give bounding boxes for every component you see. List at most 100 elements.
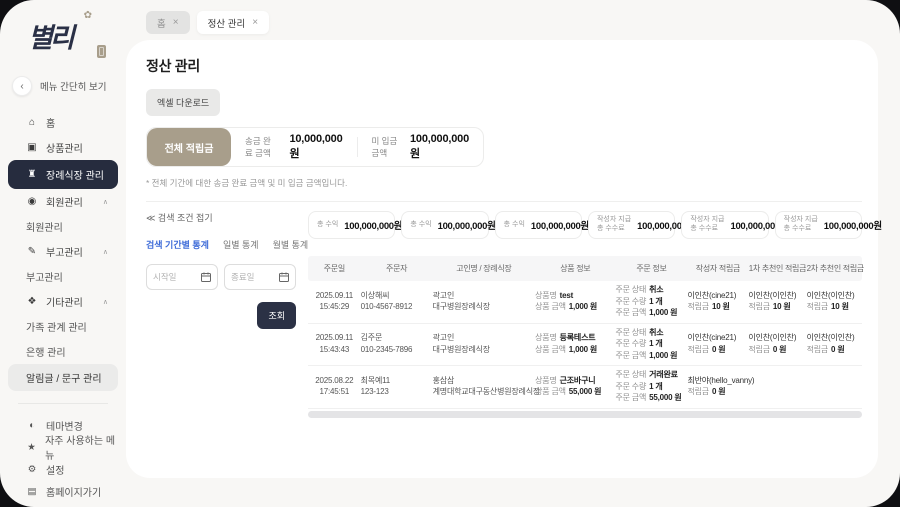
cell-ref2-point: 이인찬(이인찬) 적립금 0 원 bbox=[807, 328, 862, 362]
hall-name: 대구병원장례식장 bbox=[432, 344, 490, 354]
stat-value: 100,000,000원 bbox=[530, 221, 589, 232]
sidebar-group-members[interactable]: ◉ 회원관리 ∧ bbox=[8, 189, 118, 214]
sidebar-item-member-management[interactable]: 회원관리 bbox=[8, 214, 118, 239]
end-date-field[interactable] bbox=[224, 264, 296, 290]
cell-orderer: 김주문 010-2345-7896 bbox=[361, 328, 433, 362]
end-date-input[interactable] bbox=[231, 272, 276, 282]
product-name: 등록테스트 bbox=[559, 333, 596, 343]
point-value: 0 원 bbox=[711, 387, 726, 397]
sidebar-item-family-relations[interactable]: 가족 관계 관리 bbox=[8, 314, 118, 339]
unpaid-item: 미 입금 금액 100,000,000원 bbox=[358, 133, 484, 161]
tab-label: 홈 bbox=[157, 18, 166, 30]
go-homepage-button[interactable]: ▤ 홈페이지가기 bbox=[8, 480, 118, 502]
writer-fee-box: 작성자 지급 총 수수료 100,000,000원 bbox=[587, 211, 695, 239]
total-deposit-tab[interactable]: 전체 적립금 bbox=[147, 128, 231, 166]
product-amount-label: 상품 금액 bbox=[535, 387, 566, 397]
logout-button[interactable]: ↪ 로그아웃 bbox=[8, 502, 118, 507]
logo: ✿ 별리 bbox=[28, 10, 108, 60]
product-label: 상품명 bbox=[535, 333, 557, 343]
calendar-icon bbox=[279, 272, 289, 282]
order-time: 15:43:43 bbox=[319, 344, 350, 354]
table-row[interactable]: 2025.08.22 17:45:51 최목예11 123-123 홍삼삼 계명… bbox=[308, 366, 862, 409]
cell-product: 상품명 test 상품 금액 1,000 원 bbox=[535, 285, 615, 319]
cell-order-date: 2025.09.11 15:45:29 bbox=[308, 285, 361, 319]
point-value: 0 원 bbox=[831, 344, 845, 354]
sidebar-item-label: 홈 bbox=[46, 119, 56, 130]
favorite-menus[interactable]: ★ 자주 사용하는 메뉴 bbox=[8, 436, 118, 462]
sidebar-item-products[interactable]: ▣ 상품관리 bbox=[8, 135, 118, 160]
cell-orderer: 이상해씨 010-4567-8912 bbox=[361, 285, 433, 319]
horizontal-scrollbar[interactable] bbox=[308, 410, 862, 418]
theme-toggle[interactable]: ◐ 테마변경 bbox=[8, 414, 118, 436]
sidebar-item-home[interactable]: ⌂ 홈 bbox=[8, 110, 118, 135]
col-orderer: 주문자 bbox=[386, 264, 408, 273]
stats-row: 총 수익 100,000,000원 총 수익 100,000,000원 총 수익… bbox=[308, 211, 882, 239]
stat-value: 100,000,000원 bbox=[823, 221, 882, 232]
collapse-sidebar-label: 메뉴 간단히 보기 bbox=[40, 82, 107, 93]
order-amount-label: 주문 금액 bbox=[615, 393, 647, 402]
table-row[interactable]: 2025.09.11 15:45:29 이상해씨 010-4567-8912 곽… bbox=[308, 281, 862, 324]
order-amount-label: 주문 금액 bbox=[615, 350, 647, 360]
tab-period-stats[interactable]: 검색 기간별 통계 bbox=[146, 240, 209, 250]
sidebar-item-bank-management[interactable]: 은행 관리 bbox=[8, 339, 118, 364]
order-amount-label: 주문 금액 bbox=[615, 308, 647, 317]
col-ref1-point: 1차 추천인 적립금 bbox=[748, 264, 807, 273]
ref2-name: 이인찬(이인찬) bbox=[806, 290, 855, 300]
unpaid-label: 미 입금 금액 bbox=[371, 136, 398, 158]
excel-download-button[interactable]: 엑셀 다운로드 bbox=[146, 89, 221, 116]
point-label: 적립금 bbox=[806, 344, 829, 354]
sidebar-footer: ◐ 테마변경 ★ 자주 사용하는 메뉴 ⚙ 설정 ▤ 홈페이지가기 ↪ 로그아웃 bbox=[0, 414, 126, 507]
order-qty-label: 주문 수량 bbox=[615, 339, 647, 348]
close-icon[interactable]: × bbox=[252, 17, 259, 28]
cell-writer-point: 이인찬(cine21) 적립금 10 원 bbox=[687, 285, 748, 319]
order-date: 2025.08.22 bbox=[315, 375, 354, 385]
start-date-input[interactable] bbox=[153, 272, 198, 282]
home-icon: ⌂ bbox=[28, 117, 36, 128]
point-label: 적립금 bbox=[687, 302, 709, 312]
writer-name: 이인찬(cine21) bbox=[687, 290, 737, 300]
sidebar-group-obituary[interactable]: ✎ 부고관리 ∧ bbox=[8, 239, 118, 264]
order-amount: 1,000 원 bbox=[649, 308, 678, 317]
collapse-sidebar-button[interactable]: ‹ bbox=[12, 76, 32, 96]
logo-text: 별리 bbox=[28, 23, 75, 54]
cell-deceased: 곽고인 대구병원장례식장 bbox=[433, 285, 535, 319]
sidebar-group-etc[interactable]: ❖ 기타관리 ∧ bbox=[8, 289, 118, 314]
search-submit-button[interactable]: 조회 bbox=[257, 302, 296, 329]
etc-icon: ❖ bbox=[27, 296, 37, 307]
sidebar-item-obituary-management[interactable]: 부고관리 bbox=[8, 264, 118, 289]
members-icon: ◉ bbox=[27, 196, 37, 207]
order-date: 2025.09.11 bbox=[315, 333, 354, 343]
col-order-date: 주문일 bbox=[323, 264, 345, 273]
sidebar-item-funeral-halls[interactable]: ♜ 장례식장 관리 bbox=[8, 160, 118, 189]
writer-fee-box: 작성자 지급 총 수수료 100,000,000원 bbox=[681, 211, 789, 239]
total-revenue-box: 총 수익 100,000,000원 bbox=[308, 211, 403, 239]
cell-ref1-point: 이인찬(이인찬) 적립금 0 원 bbox=[748, 328, 806, 362]
stat-label: 총 수익 bbox=[503, 220, 525, 228]
settlement-table: 주문일 주문자 고인명 / 장례식장 상품 정보 주문 정보 작성자 적립금 1… bbox=[308, 256, 864, 418]
sidebar-item-notice-text-management[interactable]: 알림글 / 문구 관리 bbox=[8, 364, 118, 391]
order-date: 2025.09.11 bbox=[315, 290, 354, 300]
sidebar-item-label: 기타관리 bbox=[46, 298, 83, 309]
settings-button[interactable]: ⚙ 설정 bbox=[8, 458, 118, 480]
point-value: 0 원 bbox=[772, 344, 787, 354]
transfer-complete-label: 송금 완료 금액 bbox=[245, 136, 271, 158]
table-row[interactable]: 2025.09.11 15:43:43 김주문 010-2345-7896 곽고… bbox=[308, 324, 862, 366]
start-date-field[interactable] bbox=[146, 264, 218, 290]
tab-settlement[interactable]: 정산 관리 × bbox=[196, 11, 270, 34]
cell-writer-point: 최반야(hello_vanny) 적립금 0 원 bbox=[687, 370, 754, 404]
transfer-complete-value: 10,000,000원 bbox=[289, 133, 343, 160]
orderer-phone: 123-123 bbox=[360, 387, 389, 397]
logo-seal bbox=[97, 45, 106, 58]
sidebar: ✿ 별리 ‹ 메뉴 간단히 보기 ⌂ 홈 ▣ 상품관리 ♜ 장례식장 관리 ◉ bbox=[0, 0, 126, 507]
tab-home[interactable]: 홈 × bbox=[146, 11, 190, 34]
transfer-complete-item: 송금 완료 금액 10,000,000원 bbox=[231, 133, 357, 161]
tab-monthly-stats[interactable]: 월별 통계 bbox=[272, 240, 309, 250]
monitor-icon: ▤ bbox=[27, 485, 37, 497]
stat-value: 100,000,000원 bbox=[730, 221, 789, 232]
cell-deceased: 홍삼삼 계명대학교대구동산병원장례식장 bbox=[433, 370, 541, 404]
close-icon[interactable]: × bbox=[172, 17, 179, 28]
tab-daily-stats[interactable]: 일별 통계 bbox=[222, 240, 259, 250]
cell-order-info: 주문 상태 취소 주문 수량 1 개 주문 금액 1,000 원 bbox=[615, 285, 687, 319]
search-collapse-link[interactable]: ≪ 검색 조건 접기 bbox=[146, 213, 213, 223]
